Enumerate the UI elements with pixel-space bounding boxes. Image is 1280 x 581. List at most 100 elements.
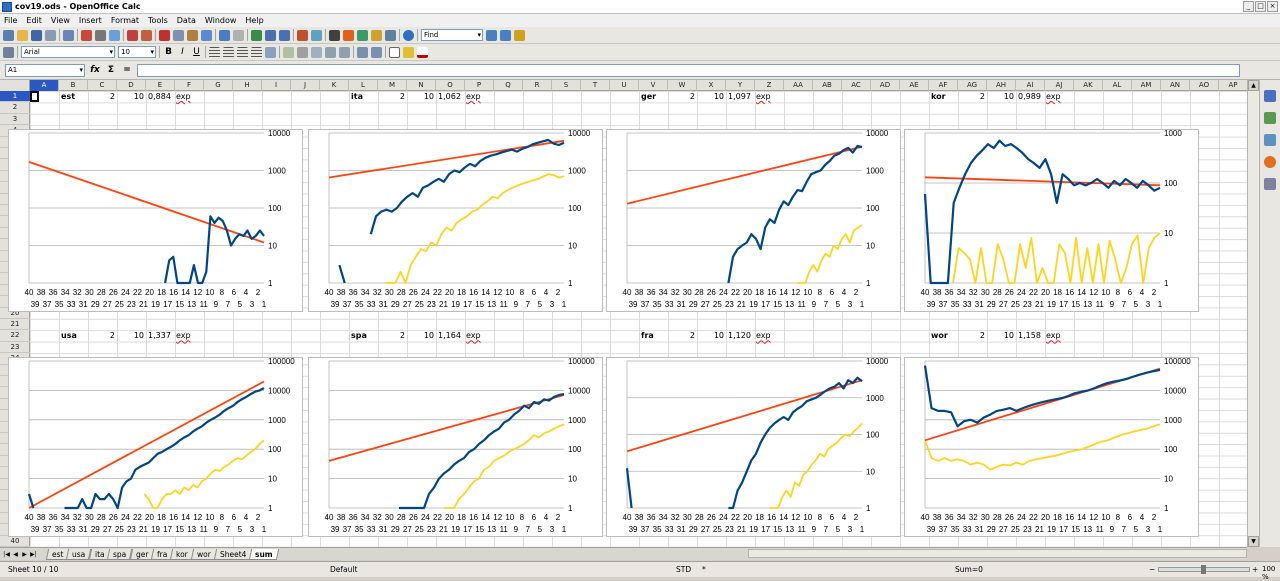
row-header[interactable]: 2 [0,102,30,113]
bold-button[interactable]: B [163,47,174,57]
underline-button[interactable]: U [191,47,202,57]
navigator-panel-icon[interactable] [1264,156,1276,168]
tab-sum[interactable]: sum [249,549,279,560]
row-header[interactable]: 1 [0,91,30,102]
tab-sheet4[interactable]: Sheet4 [214,549,253,560]
align-right-icon[interactable] [237,47,248,58]
column-header[interactable]: AF [929,80,958,91]
column-header[interactable]: J [291,80,320,91]
block-kind-cell[interactable]: exp [756,92,771,102]
menu-data[interactable]: Data [177,16,196,25]
column-header[interactable]: AM [1132,80,1161,91]
background-color-icon[interactable] [403,47,414,58]
block-name-cell[interactable]: spa [351,331,367,341]
page-style[interactable]: Default [330,565,357,574]
justify-icon[interactable] [251,47,262,58]
block-rate-cell[interactable]: 1,120 [728,331,751,341]
select-all-corner[interactable] [0,80,30,91]
styles-icon[interactable] [3,47,14,58]
delete-decimal-icon[interactable] [339,47,350,58]
chart-ger[interactable]: 10000 1000 100 10 1 40 38 36 34 32 30 28 26 24 22 20 18 1… [606,129,901,312]
vertical-scrollbar[interactable]: ▲ ▼ [1247,80,1259,547]
block-param-cell[interactable]: 2 [378,331,405,341]
find-previous-icon[interactable] [500,30,511,41]
undo-icon[interactable] [219,30,230,41]
row-header[interactable]: 22 [0,330,30,341]
block-param-cell[interactable]: 10 [117,92,144,102]
scroll-up-icon[interactable]: ▲ [1248,80,1259,91]
menu-file[interactable]: File [4,16,17,25]
column-header[interactable]: C [88,80,117,91]
column-header[interactable]: Z [755,80,784,91]
open-icon[interactable] [17,30,28,41]
sum-icon[interactable]: Σ [105,65,117,75]
column-header[interactable]: L [349,80,378,91]
autospell-icon[interactable] [141,30,152,41]
find-replace-icon[interactable] [514,30,525,41]
copy-icon[interactable] [173,30,184,41]
format-paintbrush-icon[interactable] [201,30,212,41]
column-header[interactable]: AA [784,80,813,91]
cut-icon[interactable] [159,30,170,41]
row-header[interactable]: 3 [0,114,30,125]
block-kind-cell[interactable]: exp [176,331,191,341]
chart-wor[interactable]: 100000 10000 1000 100 10 1 40 38 36 34 32 30 28 26 24 2… [904,357,1199,537]
align-left-icon[interactable] [209,47,220,58]
edit-file-icon[interactable] [63,30,74,41]
column-header[interactable]: AL [1103,80,1132,91]
menu-help[interactable]: Help [245,16,263,25]
column-header[interactable]: AB [813,80,842,91]
column-header[interactable]: R [523,80,552,91]
zoom-slider[interactable] [1158,567,1250,572]
block-name-cell[interactable]: usa [61,331,77,341]
block-kind-cell[interactable]: exp [1046,92,1061,102]
scroll-down-icon[interactable]: ▼ [1248,536,1259,547]
email-icon[interactable] [45,30,56,41]
function-icon[interactable]: = [121,65,133,75]
block-kind-cell[interactable]: exp [466,331,481,341]
block-param-cell[interactable]: 2 [668,92,695,102]
horizontal-scrollbar[interactable] [748,549,1247,558]
block-param-cell[interactable]: 2 [668,331,695,341]
find-combo[interactable]: Find [421,29,483,41]
zoom-level[interactable]: 100 % [1262,565,1280,581]
chart-fra[interactable]: 10000 1000 100 10 1 40 38 36 34 32 30 28 26 24 22 20 18 1… [606,357,901,537]
column-header[interactable]: E [146,80,175,91]
column-header[interactable]: AJ [1045,80,1074,91]
help-icon[interactable] [403,30,414,41]
block-rate-cell[interactable]: 1,097 [728,92,751,102]
gallery-icon[interactable] [357,30,368,41]
next-sheet-icon[interactable]: ▶ [20,549,29,560]
column-header[interactable]: AH [987,80,1016,91]
first-sheet-icon[interactable]: |◀ [2,549,11,560]
styles-formatting-icon[interactable] [1264,112,1276,124]
column-header[interactable]: S [552,80,581,91]
column-header[interactable]: W [668,80,697,91]
font-color-icon[interactable] [417,47,428,58]
pdf-icon[interactable] [81,30,92,41]
column-header[interactable]: AK [1074,80,1103,91]
name-box[interactable]: A1 [5,64,85,77]
selection-mode[interactable]: STD [676,565,691,574]
column-header[interactable]: AN [1161,80,1190,91]
block-param-cell[interactable]: 10 [987,331,1014,341]
block-name-cell[interactable]: ita [351,92,363,102]
menu-format[interactable]: Format [111,16,139,25]
chart-spa[interactable]: 100000 10000 1000 100 10 1 40 38 36 34 32 30 28 26 24 2… [308,357,603,537]
column-header[interactable]: A [30,80,59,91]
add-decimal-icon[interactable] [325,47,336,58]
hyperlink-icon[interactable] [251,30,262,41]
block-rate-cell[interactable]: 1,337 [148,331,171,341]
zoom-out-icon[interactable]: − [1149,565,1155,574]
block-param-cell[interactable]: 2 [958,92,985,102]
chart-usa[interactable]: 100000 10000 1000 100 10 1 40 38 36 34 32 30 28 26 24 2… [8,357,303,537]
number-format-currency-icon[interactable] [283,47,294,58]
block-param-cell[interactable]: 10 [697,331,724,341]
draw-icon[interactable] [311,30,322,41]
column-header[interactable]: U [610,80,639,91]
datasources-icon[interactable] [371,30,382,41]
font-name-combo[interactable]: Arial [21,46,115,58]
block-name-cell[interactable]: kor [931,92,946,102]
block-rate-cell[interactable]: 0,989 [1018,92,1041,102]
font-size-combo[interactable]: 10 [118,46,156,58]
